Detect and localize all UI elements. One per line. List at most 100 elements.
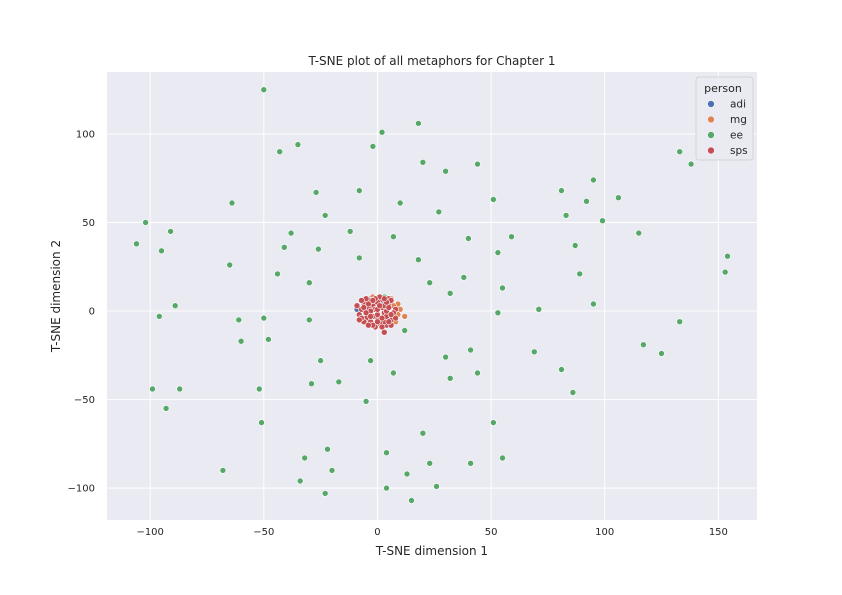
x-tick-label: 150 bbox=[709, 527, 728, 538]
data-point-ee bbox=[226, 261, 233, 269]
data-point-ee bbox=[433, 483, 440, 490]
data-point-ee bbox=[508, 233, 515, 240]
data-point-ee bbox=[676, 148, 684, 155]
data-point-ee bbox=[419, 159, 427, 166]
data-point-ee bbox=[149, 385, 156, 393]
data-point-sps bbox=[358, 297, 365, 304]
data-point-ee bbox=[569, 389, 577, 396]
data-point-ee bbox=[535, 305, 543, 313]
data-point-ee bbox=[435, 208, 443, 216]
data-point-ee bbox=[133, 240, 140, 248]
data-point-ee bbox=[401, 327, 409, 334]
x-axis-title: T-SNE dimension 1 bbox=[375, 544, 488, 558]
data-point-ee bbox=[176, 385, 183, 393]
legend-label-sps: sps bbox=[730, 145, 748, 157]
data-point-ee bbox=[590, 300, 597, 308]
legend-marker-sps bbox=[707, 146, 715, 155]
data-point-ee bbox=[355, 254, 363, 262]
data-point-ee bbox=[367, 357, 374, 364]
legend-entries: adi mg ee sps bbox=[707, 99, 748, 157]
data-point-ee bbox=[446, 374, 454, 382]
data-point-ee bbox=[390, 233, 397, 240]
y-tick-label: −50 bbox=[74, 395, 95, 406]
data-point-ee bbox=[419, 429, 427, 437]
data-point-ee bbox=[442, 353, 449, 361]
data-point-ee bbox=[467, 459, 474, 467]
data-point-ee bbox=[162, 405, 170, 412]
data-point-sps bbox=[355, 316, 363, 324]
x-tick-label: −100 bbox=[136, 527, 163, 538]
data-point-ee bbox=[396, 199, 404, 207]
data-point-ee bbox=[308, 380, 315, 388]
data-point-ee bbox=[280, 244, 288, 251]
series-points bbox=[133, 86, 731, 504]
x-tick-label: 0 bbox=[374, 527, 380, 538]
data-point-ee bbox=[265, 336, 272, 343]
data-point-ee bbox=[255, 385, 263, 393]
data-point-ee bbox=[369, 143, 377, 150]
data-point-ee bbox=[687, 160, 695, 168]
data-point-ee bbox=[426, 459, 434, 467]
legend-label-ee: ee bbox=[730, 130, 743, 142]
data-point-ee bbox=[442, 167, 449, 175]
plot-background bbox=[107, 72, 757, 520]
data-point-ee bbox=[583, 198, 590, 205]
x-tick-label: −50 bbox=[253, 527, 274, 538]
data-point-ee bbox=[258, 419, 265, 426]
data-point-ee bbox=[378, 128, 386, 136]
y-axis-ticks: −100 −50 0 50 100 bbox=[68, 129, 95, 494]
data-point-sps bbox=[365, 321, 372, 329]
data-point-ee bbox=[562, 212, 570, 219]
legend-box bbox=[695, 76, 754, 161]
data-point-ee bbox=[558, 366, 565, 373]
data-point-ee bbox=[156, 313, 163, 320]
data-point-ee bbox=[171, 302, 179, 310]
data-point-ee bbox=[312, 189, 320, 196]
data-point-sps bbox=[369, 297, 377, 304]
data-point-ee bbox=[460, 274, 468, 281]
data-point-sps bbox=[378, 314, 386, 322]
data-point-ee bbox=[305, 279, 313, 287]
data-point-ee bbox=[167, 228, 174, 235]
data-point-ee bbox=[576, 270, 584, 278]
chart-title: T-SNE plot of all metaphors for Chapter … bbox=[307, 54, 555, 68]
legend: person adi mg ee sps bbox=[695, 76, 754, 161]
data-point-ee bbox=[315, 245, 322, 253]
data-point-ee bbox=[219, 467, 227, 474]
data-point-ee bbox=[474, 160, 481, 168]
data-point-ee bbox=[324, 445, 331, 453]
data-point-sps bbox=[367, 313, 374, 320]
y-tick-label: 100 bbox=[76, 129, 95, 140]
data-point-mg bbox=[401, 313, 409, 320]
data-point-ee bbox=[467, 346, 474, 354]
data-point-ee bbox=[287, 229, 295, 237]
y-tick-label: 0 bbox=[89, 307, 95, 318]
data-point-ee bbox=[494, 309, 502, 317]
data-point-ee bbox=[237, 337, 245, 345]
data-point-ee bbox=[260, 86, 268, 93]
data-point-ee bbox=[635, 229, 643, 237]
data-point-ee bbox=[276, 148, 284, 155]
data-point-ee bbox=[446, 289, 454, 297]
data-point-ee bbox=[676, 318, 684, 326]
x-tick-label: 100 bbox=[595, 527, 614, 538]
data-point-ee bbox=[383, 484, 390, 492]
data-point-ee bbox=[328, 467, 336, 474]
data-point-ee bbox=[415, 120, 422, 127]
data-point-sps bbox=[385, 318, 393, 326]
data-point-ee bbox=[158, 247, 165, 255]
data-point-ee bbox=[355, 187, 363, 194]
data-point-ee bbox=[335, 378, 343, 386]
data-point-ee bbox=[571, 242, 579, 249]
legend-marker-adi bbox=[707, 100, 715, 108]
y-tick-label: −100 bbox=[68, 484, 95, 495]
legend-label-adi: adi bbox=[730, 99, 746, 111]
x-axis-ticks: −100 −50 0 50 100 150 bbox=[136, 527, 727, 538]
data-point-ee bbox=[260, 314, 268, 322]
y-axis-title: T-SNE dimension 2 bbox=[49, 240, 63, 353]
data-point-ee bbox=[724, 252, 731, 260]
data-point-ee bbox=[274, 270, 281, 278]
data-point-ee bbox=[590, 176, 597, 184]
data-point-ee bbox=[321, 212, 329, 219]
data-point-ee bbox=[228, 199, 236, 207]
